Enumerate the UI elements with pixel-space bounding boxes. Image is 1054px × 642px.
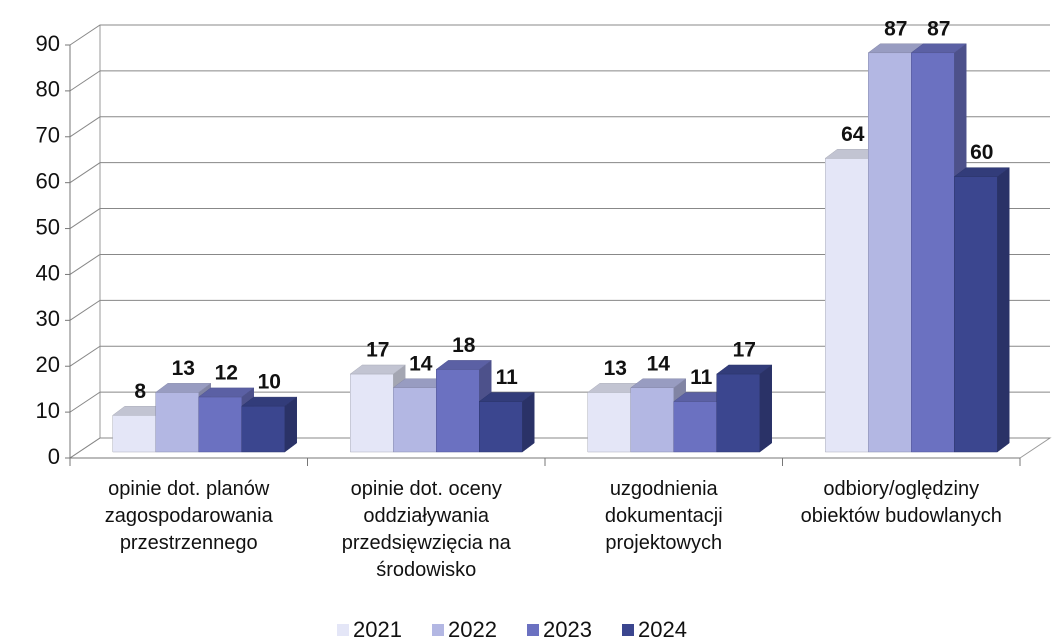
y-tick-label: 30 (36, 306, 60, 331)
legend-swatch (337, 624, 349, 636)
bar-top (155, 383, 212, 393)
grid-line (69, 208, 1050, 229)
legend-swatch (622, 624, 634, 636)
bar-top (478, 392, 535, 402)
value-label: 17 (366, 339, 389, 362)
value-label: 12 (215, 361, 238, 384)
legend-label: 2023 (543, 617, 592, 642)
y-tick-label: 20 (36, 352, 60, 377)
x-tick-label: uzgodnienia dokumentacji projektowych (604, 478, 723, 554)
value-label: 87 (884, 17, 907, 40)
legend-swatch (527, 624, 539, 636)
x-tick-label: opinie dot. oceny oddziaływania przedsię… (341, 478, 511, 581)
x-tick-label: odbiory/oględziny obiektów budowlanych (800, 478, 1002, 527)
legend-label: 2024 (638, 617, 687, 642)
value-label: 87 (927, 17, 950, 40)
bar-front (868, 52, 912, 453)
bar-front (198, 396, 242, 453)
bar-front (436, 369, 480, 453)
bar-side (997, 167, 1010, 453)
bar (241, 396, 298, 453)
bar-front (911, 52, 955, 453)
value-label: 13 (604, 357, 627, 380)
y-tick-label: 90 (36, 31, 60, 56)
bar-top (953, 167, 1010, 177)
bar-front (587, 392, 631, 453)
bar-top (630, 378, 687, 389)
value-label: 10 (258, 371, 281, 394)
grid-line (69, 116, 1050, 138)
value-label: 14 (409, 352, 433, 375)
bar-front (954, 176, 998, 453)
y-tick-label: 80 (36, 77, 60, 102)
y-tick-label: 10 (36, 398, 60, 423)
grid-line (69, 70, 1050, 92)
bar-front (673, 401, 717, 453)
y-tick-label: 50 (36, 214, 60, 239)
bar-front (112, 415, 156, 453)
value-label: 11 (690, 366, 713, 389)
bar (716, 364, 773, 453)
legend-label: 2021 (353, 617, 402, 642)
y-tick-label: 70 (36, 123, 60, 148)
y-tick-label: 40 (36, 260, 60, 285)
value-label: 17 (733, 339, 756, 362)
bar-front (393, 387, 437, 453)
bar-front (479, 401, 523, 453)
bar-front (241, 405, 285, 453)
bar (953, 167, 1010, 453)
bar-side (522, 392, 535, 453)
value-label: 60 (970, 141, 993, 164)
value-label: 11 (496, 366, 519, 389)
value-label: 8 (134, 380, 146, 403)
bar-top (198, 387, 255, 398)
value-label: 64 (841, 123, 865, 146)
bar-top (910, 43, 967, 54)
value-label: 13 (172, 357, 195, 380)
y-tick-label: 0 (48, 444, 60, 469)
bar-side (284, 396, 297, 453)
grid-line (69, 299, 1050, 321)
bar-top (241, 396, 298, 407)
legend-label: 2022 (448, 617, 497, 642)
bar-side (759, 364, 772, 453)
x-tick-label: opinie dot. planów zagospodarowania prze… (104, 478, 273, 554)
bar-top (716, 364, 773, 375)
bar-top (435, 360, 492, 370)
bar-front (155, 392, 199, 453)
value-label: 18 (452, 334, 476, 357)
grid-line (69, 162, 1050, 184)
bar-front (825, 158, 869, 453)
bar-top (349, 364, 406, 375)
bar-front (630, 387, 674, 453)
bar (478, 392, 535, 453)
grid-line (69, 345, 1050, 367)
grid-line (69, 24, 1050, 46)
legend-swatch (432, 624, 444, 636)
bar-front (350, 373, 394, 453)
bar-front (716, 373, 760, 453)
value-label: 14 (647, 352, 671, 375)
y-tick-label: 60 (36, 168, 60, 193)
grid-line (69, 253, 1050, 275)
